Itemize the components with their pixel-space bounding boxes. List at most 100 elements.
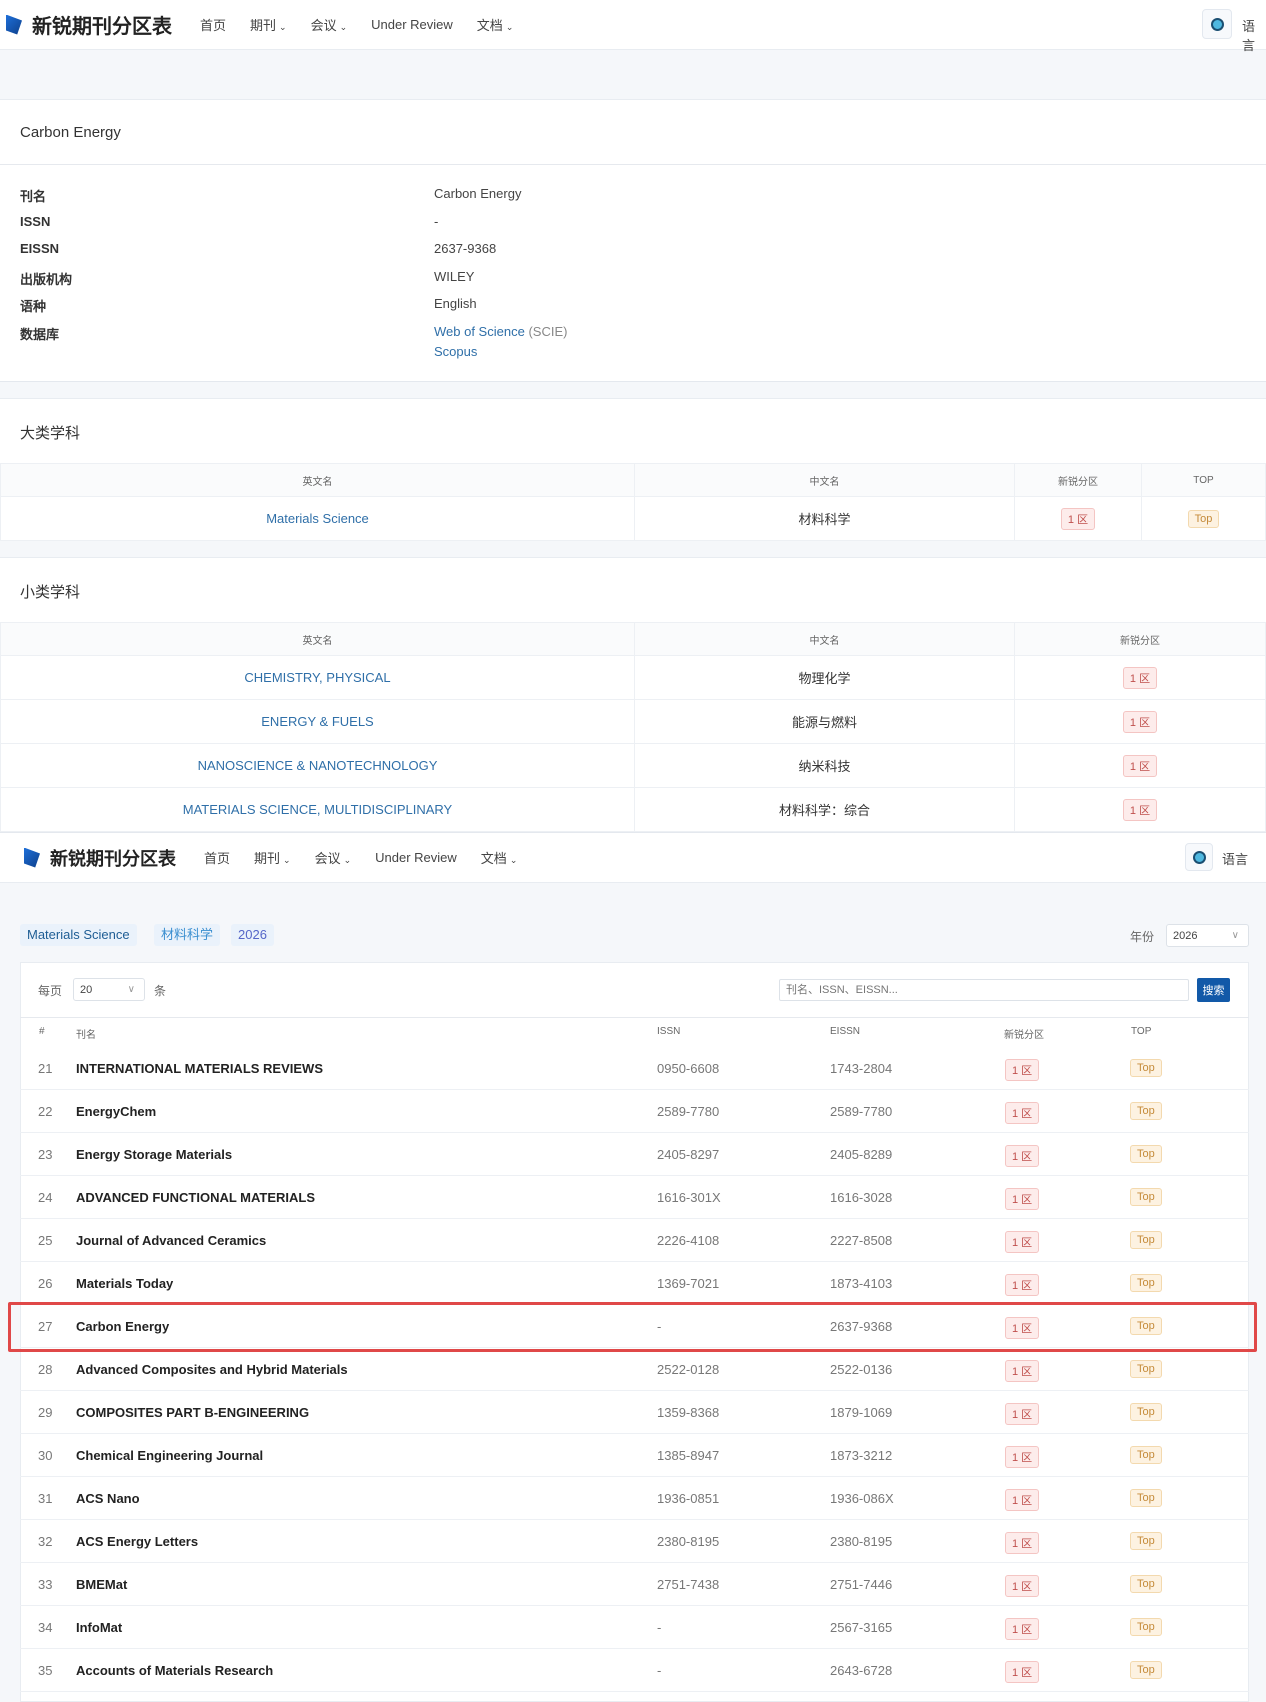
journal-row[interactable]: 32 ACS Energy Letters 2380-8195 2380-819… (20, 1520, 1249, 1563)
journal-name-link[interactable]: INTERNATIONAL MATERIALS REVIEWS (76, 1061, 323, 1076)
journal-row[interactable]: 35 Accounts of Materials Research - 2643… (20, 1649, 1249, 1692)
eissn: 2380-8195 (830, 1534, 893, 1549)
journal-row[interactable]: 22 EnergyChem 2589-7780 2589-7780 1 区 To… (20, 1090, 1249, 1133)
journal-row[interactable]: 27 Carbon Energy - 2637-9368 1 区 Top (20, 1305, 1249, 1348)
per-page-select[interactable]: 20 ∨ (73, 978, 145, 1001)
journal-row[interactable]: 29 COMPOSITES PART B-ENGINEERING 1359-83… (20, 1391, 1249, 1434)
journal-name-link[interactable]: ADVANCED FUNCTIONAL MATERIALS (76, 1190, 316, 1205)
top-badge: Top (1130, 1489, 1162, 1507)
search-input[interactable] (779, 979, 1189, 1001)
theme-toggle-button[interactable] (1202, 9, 1232, 39)
top-badge: Top (1130, 1102, 1162, 1120)
journal-row[interactable]: 33 BMEMat 2751-7438 2751-7446 1 区 Top (20, 1563, 1249, 1606)
journal-name-link[interactable]: COMPOSITES PART B-ENGINEERING (76, 1405, 310, 1420)
scopus-link[interactable]: Scopus (434, 344, 478, 359)
zone-badge: 1 区 (1005, 1446, 1040, 1468)
field-label: ISSN (20, 214, 51, 229)
col-header-zone: 新锐分区 (1004, 1030, 1044, 1041)
nav-under-review[interactable]: Under Review (371, 17, 453, 32)
journal-name-link[interactable]: Advanced Composites and Hybrid Materials (76, 1362, 348, 1377)
theme-toggle-button[interactable] (1185, 843, 1213, 871)
language-menu[interactable]: 语言 (1222, 852, 1249, 867)
nav-conferences[interactable]: 会议 ⌄ (315, 848, 352, 867)
wos-link[interactable]: Web of Science (434, 324, 525, 339)
subject-link[interactable]: ENERGY & FUELS (261, 714, 374, 729)
subject-link[interactable]: MATERIALS SCIENCE, MULTIDISCIPLINARY (182, 802, 453, 817)
nav-home[interactable]: 首页 (204, 851, 231, 866)
nav-under-review[interactable]: Under Review (375, 850, 457, 865)
top-navbar: 新锐期刊分区表 首页 期刊 ⌄ 会议 ⌄ Under Review 文档 ⌄ 语言 (0, 0, 1266, 53)
col-header: 新锐分区 (1014, 622, 1266, 656)
issn: - (657, 1663, 662, 1678)
issn: 2405-8297 (657, 1147, 720, 1162)
journal-name-link[interactable]: Materials Today (76, 1276, 174, 1291)
nav-journals[interactable]: 期刊 ⌄ (250, 15, 287, 34)
nav-docs[interactable]: 文档 ⌄ (477, 15, 514, 34)
brand-title[interactable]: 新锐期刊分区表 (32, 16, 172, 38)
zone-badge: 1 区 (1005, 1532, 1040, 1554)
journal-row[interactable]: 25 Journal of Advanced Ceramics 2226-410… (20, 1219, 1249, 1262)
nav-conferences-label: 会议 (310, 18, 337, 33)
nav-home[interactable]: 首页 (200, 18, 227, 33)
field-label: 出版机构 (20, 272, 73, 287)
top-badge: Top (1130, 1059, 1162, 1077)
tag-year: 2026 (231, 924, 274, 946)
eissn: 1936-086X (830, 1491, 894, 1506)
nav-docs[interactable]: 文档 ⌄ (481, 848, 518, 867)
journal-name-link[interactable]: ACS Energy Letters (76, 1534, 199, 1549)
eissn: 1873-4103 (830, 1276, 893, 1291)
eissn: 1743-2804 (830, 1061, 893, 1076)
journal-title: Carbon Energy (20, 124, 121, 141)
subject-link[interactable]: NANOSCIENCE & NANOTECHNOLOGY (197, 758, 438, 773)
eissn: 2227-8508 (830, 1233, 893, 1248)
nav-journals[interactable]: 期刊 ⌄ (254, 848, 291, 867)
row-number: 22 (38, 1104, 53, 1119)
journal-row[interactable]: 26 Materials Today 1369-7021 1873-4103 1… (20, 1262, 1249, 1305)
search-button[interactable]: 搜索 (1197, 978, 1230, 1002)
journal-row[interactable]: 24 ADVANCED FUNCTIONAL MATERIALS 1616-30… (20, 1176, 1249, 1219)
journal-name-link[interactable]: Journal of Advanced Ceramics (76, 1233, 267, 1248)
journal-row[interactable]: 31 ACS Nano 1936-0851 1936-086X 1 区 Top (20, 1477, 1249, 1520)
zone-badge: 1 区 (1060, 507, 1096, 530)
journal-row[interactable]: 21 INTERNATIONAL MATERIALS REVIEWS 0950-… (20, 1047, 1249, 1090)
journal-name-link[interactable]: Carbon Energy (76, 1319, 170, 1334)
journal-row[interactable]: 34 InfoMat - 2567-3165 1 区 Top (20, 1606, 1249, 1649)
zone-badge: 1 区 (1005, 1317, 1040, 1339)
subject-link[interactable]: Materials Science (266, 511, 369, 526)
col-header: TOP (1141, 463, 1266, 497)
nav-docs-label: 文档 (476, 18, 503, 33)
col-header-top: TOP (1131, 1026, 1152, 1037)
brand-title[interactable]: 新锐期刊分区表 (50, 848, 176, 869)
journal-name-link[interactable]: ACS Nano (76, 1491, 140, 1506)
zone-badge: 1 区 (1005, 1102, 1040, 1124)
row-number: 35 (38, 1663, 53, 1678)
journal-row[interactable]: 23 Energy Storage Materials 2405-8297 24… (20, 1133, 1249, 1176)
per-page-label: 每页 (38, 984, 63, 998)
journal-name-link[interactable]: BMEMat (76, 1577, 128, 1592)
subject-link[interactable]: CHEMISTRY, PHYSICAL (244, 670, 391, 685)
journal-name-link[interactable]: Energy Storage Materials (76, 1147, 233, 1162)
minor-subject-card: 小类学科 英文名 中文名 新锐分区 CHEMISTRY, PHYSICAL 物理… (0, 557, 1266, 833)
chevron-down-icon: ⌄ (283, 855, 291, 865)
journal-info-card: Carbon Energy 刊名 Carbon Energy ISSN - EI… (0, 99, 1266, 382)
table-row: ENERGY & FUELS 能源与燃料 1 区 (0, 699, 1266, 744)
issn: 0950-6608 (657, 1061, 720, 1076)
journal-row[interactable]: 30 Chemical Engineering Journal 1385-894… (20, 1434, 1249, 1477)
row-number: 29 (38, 1405, 53, 1420)
col-header: 英文名 (0, 622, 635, 656)
journal-name-link[interactable]: Accounts of Materials Research (76, 1663, 274, 1678)
year-select[interactable]: 2026 ∨ (1166, 924, 1249, 947)
language-menu[interactable]: 语言 (1242, 19, 1256, 53)
nav-conferences[interactable]: 会议 ⌄ (311, 15, 348, 34)
journal-row[interactable]: 28 Advanced Composites and Hybrid Materi… (20, 1348, 1249, 1391)
journal-name-link[interactable]: EnergyChem (76, 1104, 157, 1119)
chevron-down-icon: ⌄ (339, 22, 348, 32)
top-badge: Top (1130, 1231, 1162, 1249)
table-row: NANOSCIENCE & NANOTECHNOLOGY 纳米科技 1 区 (0, 743, 1266, 788)
row-number: 21 (38, 1061, 53, 1076)
journal-name-link[interactable]: InfoMat (76, 1620, 123, 1635)
journal-name-link[interactable]: Chemical Engineering Journal (76, 1448, 264, 1463)
zone-badge: 1 区 (1005, 1360, 1040, 1382)
col-header: 中文名 (634, 622, 1015, 656)
zone-badge: 1 区 (1005, 1618, 1040, 1640)
